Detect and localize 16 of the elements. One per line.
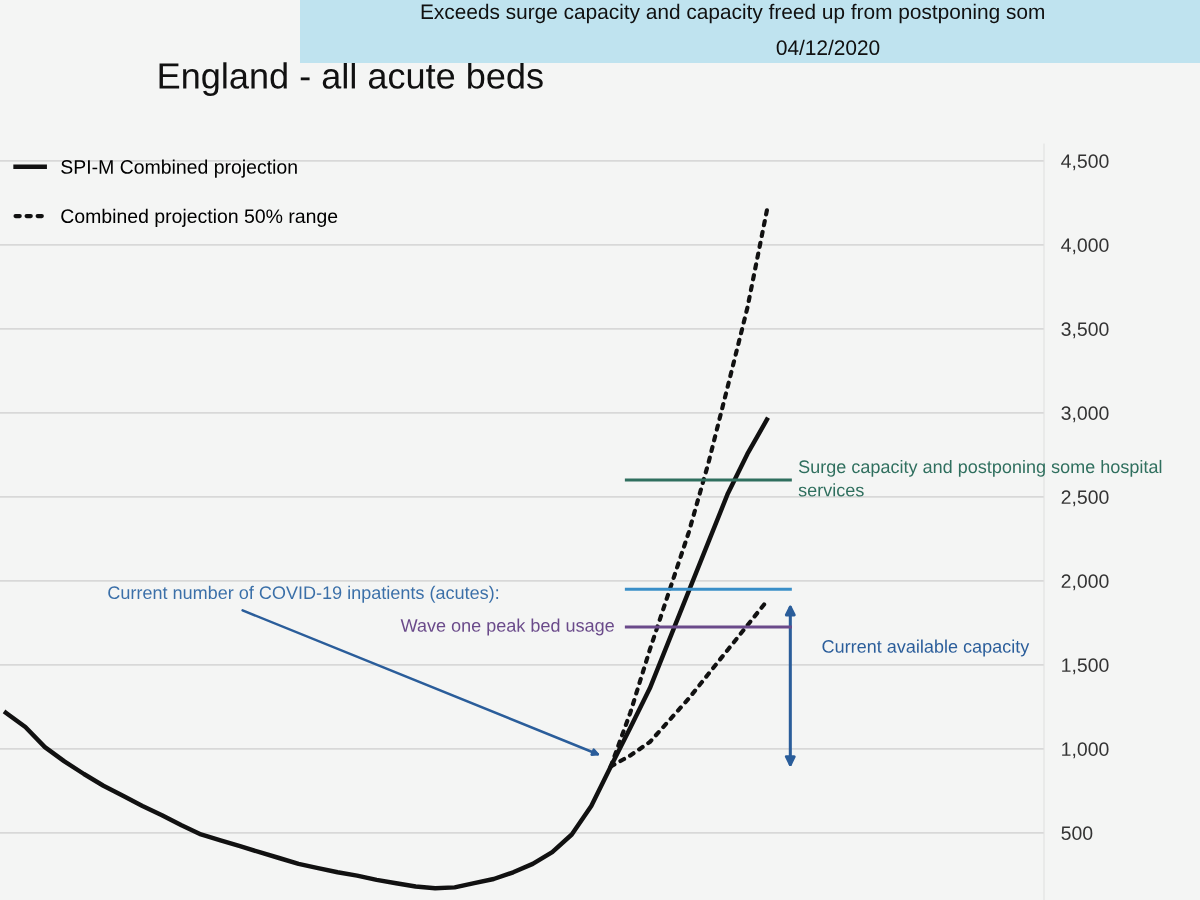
text: Current available capacity bbox=[822, 639, 1030, 657]
y-tick-label: 4,500 bbox=[1061, 154, 1109, 171]
y-tick-label: 500 bbox=[1061, 826, 1093, 841]
annotation: Current number of COVID-19 inpatients (acutes): bbox=[108, 585, 499, 603]
text: 04/12/2020 bbox=[776, 39, 880, 56]
y-tick-label: 1,000 bbox=[1062, 742, 1109, 759]
y-tick-label: 3,500 bbox=[1061, 322, 1109, 339]
ref-line-label: Wave one peak bed usage bbox=[400, 618, 614, 636]
y-tick-label: 1,500 bbox=[1062, 658, 1109, 675]
y-tick-label: 4,000 bbox=[1061, 238, 1109, 255]
text: Exceeds surge capacity and capacity freed up from postponing som bbox=[421, 3, 1044, 24]
legend-label: Combined projection 50% range bbox=[61, 208, 338, 227]
y-tick-label: 3,000 bbox=[1061, 406, 1109, 423]
y-tick-label: 2,000 bbox=[1061, 574, 1109, 591]
chart-title: England - all acute beds bbox=[159, 62, 543, 96]
legend-label: SPI-M Combined projection bbox=[61, 159, 297, 178]
